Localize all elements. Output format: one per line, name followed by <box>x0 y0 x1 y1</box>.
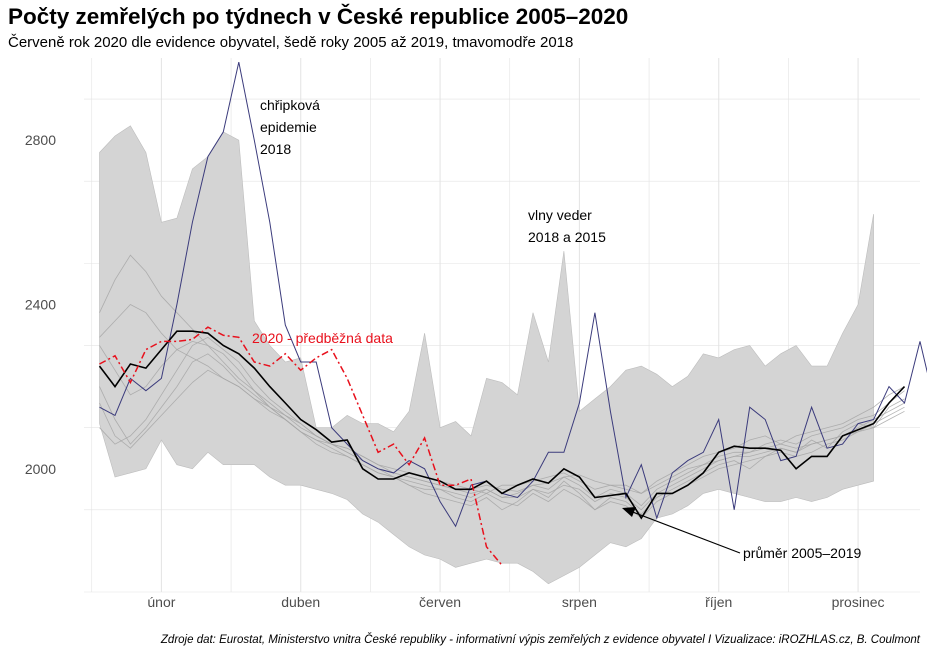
other-year-line <box>99 369 905 511</box>
annotations: chřipková epidemie 2018 vlny veder 2018 … <box>252 97 862 561</box>
y-tick-label: 2000 <box>25 461 56 477</box>
flu-annotation-line-1: chřipková <box>260 97 320 113</box>
series-line-2020 <box>99 326 503 566</box>
y-tick-label: 2400 <box>25 296 56 312</box>
average-annotation-arrow-line <box>629 510 741 554</box>
x-tick-label: srpen <box>562 594 597 610</box>
chart-subtitle: Červeně rok 2020 dle evidence obyvatel, … <box>8 34 574 51</box>
x-tick-label: červen <box>419 594 461 610</box>
x-tick-label: duben <box>281 594 320 610</box>
y-tick-label: 2800 <box>25 132 56 148</box>
range-band-2005-2019 <box>99 125 874 585</box>
x-tick-label: prosinec <box>832 594 885 610</box>
heat-annotation-line-2: 2018 a 2015 <box>528 229 606 245</box>
average-annotation-label: průměr 2005–2019 <box>743 545 862 561</box>
other-years-layer <box>99 254 905 519</box>
series-line-average <box>98 330 906 520</box>
series-line-2018 <box>99 61 927 528</box>
x-tick-label: říjen <box>705 594 732 610</box>
range-band-layer <box>99 125 874 585</box>
source-note: Zdroje dat: Eurostat, Ministerstvo vnitr… <box>160 634 920 646</box>
other-year-line <box>99 340 905 494</box>
flu-annotation-line-2: epidemie <box>260 119 317 135</box>
axis-labels: 2000 2400 2800 únor duben červen srpen říjen pro… <box>25 132 885 610</box>
other-year-line <box>99 353 905 515</box>
heat-annotation-line-1: vlny veder <box>528 207 592 223</box>
x-tick-label: únor <box>147 594 175 610</box>
label-2020: 2020 - předběžná data <box>252 330 393 346</box>
other-year-line <box>99 336 905 519</box>
average-annotation-arrowhead <box>622 507 636 517</box>
flu-annotation-line-3: 2018 <box>260 141 291 157</box>
chart-title: Počty zemřelých po týdnech v České repub… <box>8 4 629 29</box>
series-layer <box>98 61 927 566</box>
